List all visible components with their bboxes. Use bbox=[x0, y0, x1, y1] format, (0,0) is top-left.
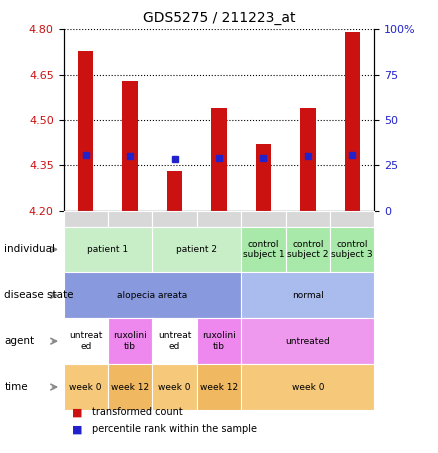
Text: control
subject 1: control subject 1 bbox=[243, 240, 284, 259]
Text: control
subject 2: control subject 2 bbox=[287, 240, 328, 259]
Text: disease state: disease state bbox=[4, 290, 74, 300]
Text: ruxolini
tib: ruxolini tib bbox=[113, 332, 147, 351]
Text: normal: normal bbox=[292, 291, 324, 300]
Text: week 0: week 0 bbox=[292, 382, 324, 391]
Text: ruxolini
tib: ruxolini tib bbox=[202, 332, 236, 351]
Text: untreated: untreated bbox=[286, 337, 330, 346]
Text: ■: ■ bbox=[72, 424, 83, 434]
Text: alopecia areata: alopecia areata bbox=[117, 291, 187, 300]
Text: agent: agent bbox=[4, 336, 35, 346]
Text: patient 2: patient 2 bbox=[176, 245, 217, 254]
Text: ■: ■ bbox=[72, 407, 83, 417]
Bar bbox=[122, 81, 138, 211]
Text: patient 1: patient 1 bbox=[87, 245, 128, 254]
Text: individual: individual bbox=[4, 245, 55, 255]
Bar bbox=[256, 144, 271, 211]
Text: transformed count: transformed count bbox=[92, 407, 183, 417]
Bar bbox=[345, 33, 360, 211]
Text: GDS5275 / 211223_at: GDS5275 / 211223_at bbox=[143, 11, 295, 25]
Text: control
subject 3: control subject 3 bbox=[332, 240, 373, 259]
Bar bbox=[167, 171, 182, 211]
Text: percentile rank within the sample: percentile rank within the sample bbox=[92, 424, 257, 434]
Text: week 12: week 12 bbox=[111, 382, 149, 391]
Text: week 0: week 0 bbox=[70, 382, 102, 391]
Text: untreat
ed: untreat ed bbox=[69, 332, 102, 351]
Text: week 0: week 0 bbox=[158, 382, 191, 391]
Bar bbox=[300, 108, 316, 211]
Text: week 12: week 12 bbox=[200, 382, 238, 391]
Bar bbox=[211, 108, 227, 211]
Text: time: time bbox=[4, 382, 28, 392]
Text: untreat
ed: untreat ed bbox=[158, 332, 191, 351]
Bar bbox=[78, 51, 93, 211]
